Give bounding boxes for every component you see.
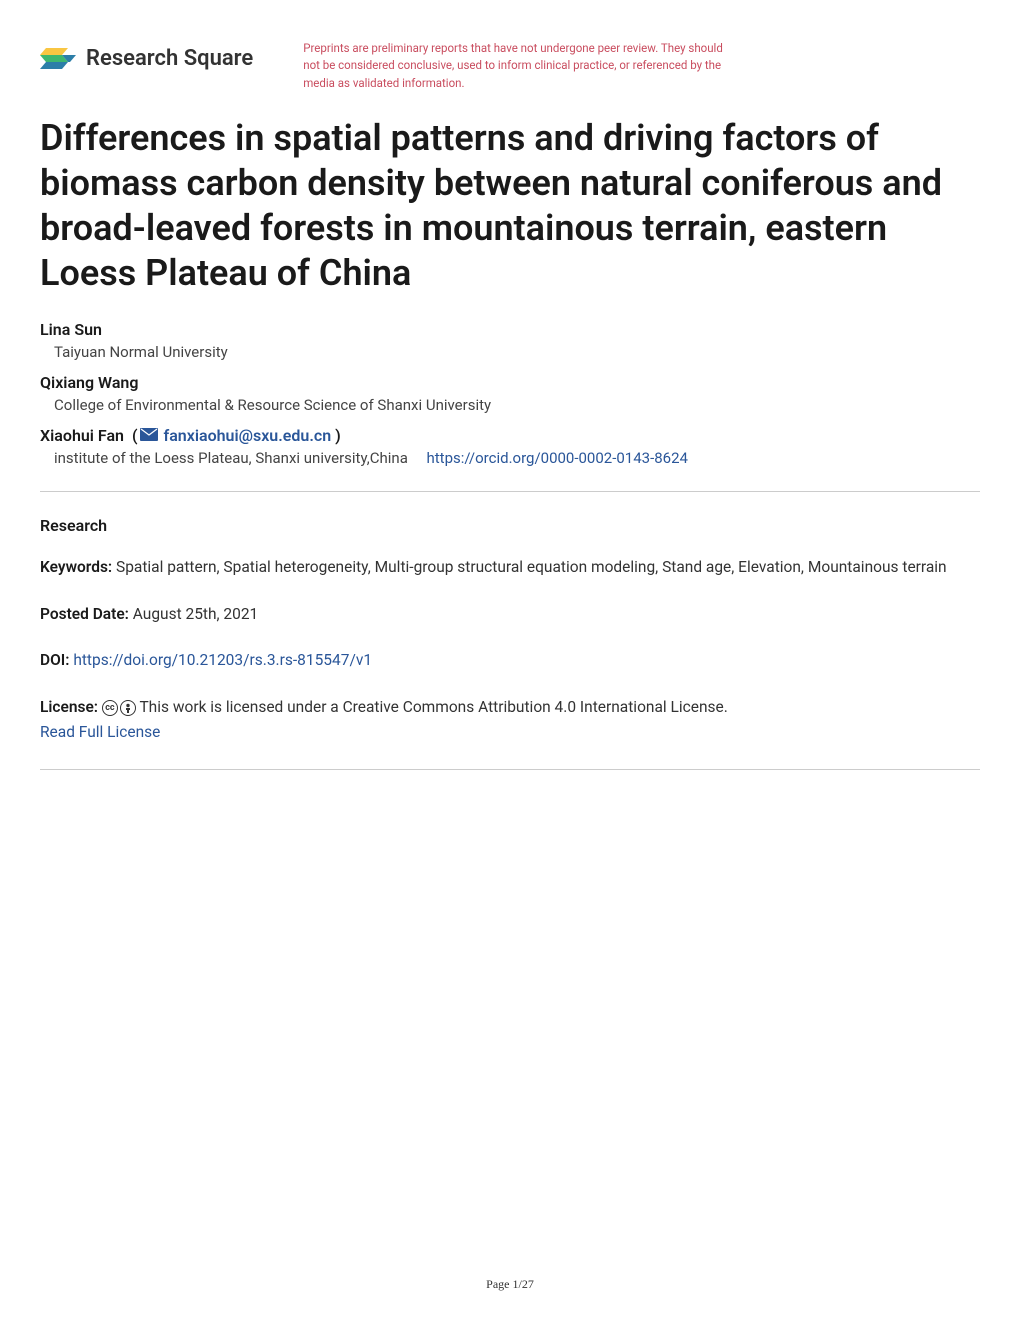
- license-label: License:: [40, 698, 98, 716]
- doi-link[interactable]: https://doi.org/10.21203/rs.3.rs-815547/…: [73, 651, 372, 669]
- divider: [40, 769, 980, 770]
- keywords-label: Keywords:: [40, 558, 112, 576]
- cc-icons: cc: [102, 700, 136, 716]
- posted-date-row: Posted Date: August 25th, 2021: [40, 602, 980, 627]
- page-number: Page 1/27: [486, 1277, 534, 1292]
- research-square-logo-icon: [40, 40, 76, 76]
- author-affiliation: institute of the Loess Plateau, Shanxi u…: [54, 449, 980, 467]
- orcid-link[interactable]: https://orcid.org/0000-0002-0143-8624: [427, 449, 688, 467]
- paper-title: Differences in spatial patterns and driv…: [40, 116, 980, 296]
- corresponding-author-name: Xiaohui Fan ( fanxiaohui@sxu.edu.cn ): [40, 426, 341, 445]
- affiliation-text: institute of the Loess Plateau, Shanxi u…: [54, 449, 408, 467]
- author-affiliation: Taiyuan Normal University: [54, 343, 980, 361]
- author-email-link[interactable]: fanxiaohui@sxu.edu.cn: [164, 426, 332, 445]
- doi-label: DOI:: [40, 651, 69, 669]
- author-name-text: Xiaohui Fan: [40, 426, 124, 445]
- author-block: Qixiang Wang College of Environmental & …: [40, 373, 980, 414]
- preprint-disclaimer: Preprints are preliminary reports that h…: [303, 40, 733, 92]
- logo-section: Research Square: [40, 40, 253, 76]
- doi-row: DOI: https://doi.org/10.21203/rs.3.rs-81…: [40, 648, 980, 673]
- author-name: Qixiang Wang: [40, 373, 980, 392]
- author-affiliation: College of Environmental & Resource Scie…: [54, 396, 980, 414]
- license-link[interactable]: Read Full License: [40, 723, 160, 741]
- posted-date-value: August 25th, 2021: [133, 605, 259, 623]
- author-block: Xiaohui Fan ( fanxiaohui@sxu.edu.cn ) in…: [40, 426, 980, 467]
- divider: [40, 491, 980, 492]
- posted-date-label: Posted Date:: [40, 605, 129, 623]
- license-text: This work is licensed under a Creative C…: [139, 698, 727, 716]
- article-type-label: Research: [40, 516, 980, 535]
- cc-icon: cc: [102, 700, 118, 716]
- logo-text: Research Square: [86, 46, 253, 71]
- keywords-text: Spatial pattern, Spatial heterogeneity, …: [116, 558, 947, 576]
- envelope-icon: [140, 426, 158, 445]
- header: Research Square Preprints are preliminar…: [40, 40, 980, 92]
- cc-by-icon: [120, 700, 136, 716]
- author-block: Lina Sun Taiyuan Normal University: [40, 320, 980, 361]
- author-name: Lina Sun: [40, 320, 980, 339]
- keywords-row: Keywords: Spatial pattern, Spatial heter…: [40, 555, 980, 580]
- license-row: License: cc This work is licensed under …: [40, 695, 980, 745]
